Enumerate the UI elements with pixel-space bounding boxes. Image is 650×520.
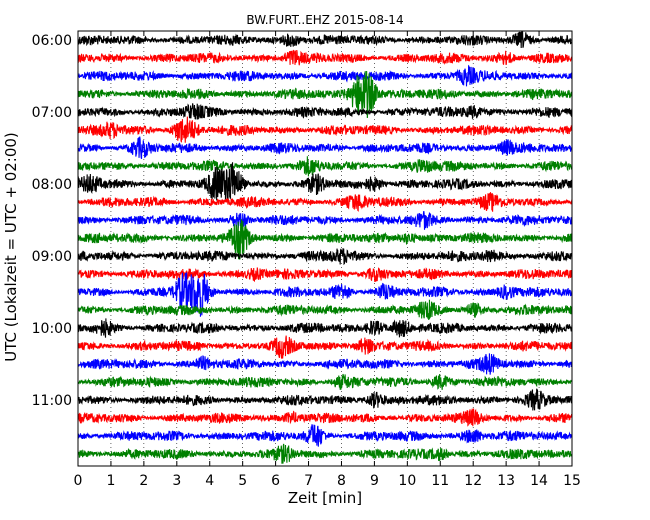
x-tick-label: 1	[106, 473, 115, 489]
y-tick-label: 10:00	[32, 321, 72, 337]
seismic-trace	[77, 103, 573, 120]
x-tick-label: 13	[497, 473, 515, 489]
x-tick-label: 14	[530, 473, 548, 489]
seismic-trace	[77, 31, 573, 48]
seismic-trace	[77, 388, 573, 411]
seismic-trace	[77, 353, 573, 375]
x-tick-label: 15	[563, 473, 581, 489]
x-tick-label: 12	[464, 473, 482, 489]
y-tick-label: 09:00	[32, 249, 72, 265]
seismic-trace	[77, 299, 573, 321]
x-axis-ticks: 0 1 2 3 4 5 6 7 8 9 10 11 12 13 14 15	[74, 31, 581, 489]
x-tick-label: 10	[398, 473, 416, 489]
x-tick-label: 7	[304, 473, 313, 489]
y-axis-label: UTC (Lokalzeit = UTC + 02:00)	[2, 132, 20, 362]
plot-frame	[77, 30, 573, 467]
chart-title: BW.FURT..EHZ 2015-08-14	[246, 13, 403, 27]
seismic-trace	[77, 272, 573, 317]
seismic-trace	[77, 156, 573, 177]
seismic-trace	[77, 64, 573, 87]
seismic-trace	[77, 424, 573, 447]
seismic-trace	[77, 443, 573, 464]
seismic-trace	[77, 192, 573, 212]
seismic-trace	[77, 248, 573, 266]
x-tick-label: 11	[431, 473, 449, 489]
seismic-trace	[77, 335, 573, 359]
seismic-trace	[77, 373, 573, 390]
x-tick-label: 9	[370, 473, 379, 489]
x-tick-label: 5	[238, 473, 247, 489]
seismic-traces	[77, 31, 573, 464]
seismic-trace	[77, 49, 573, 66]
x-tick-label: 8	[337, 473, 346, 489]
y-tick-label: 06:00	[32, 33, 72, 49]
y-tick-label: 11:00	[32, 393, 72, 409]
seismic-trace	[77, 71, 573, 119]
x-tick-label: 4	[205, 473, 214, 489]
seismic-trace	[77, 267, 573, 283]
seismic-trace	[77, 116, 573, 143]
x-tick-label: 0	[74, 473, 83, 489]
x-axis-label: Zeit [min]	[288, 489, 362, 507]
y-tick-label: 07:00	[32, 105, 72, 121]
seismic-trace	[77, 162, 573, 204]
seismic-trace	[77, 408, 573, 427]
seismic-trace	[77, 136, 573, 160]
x-tick-label: 3	[172, 473, 181, 489]
y-axis-ticks: 06:00 07:00 08:00 09:00 10:00 11:00	[32, 33, 572, 409]
seismic-trace	[77, 318, 573, 338]
seismic-trace	[77, 219, 573, 260]
y-tick-label: 08:00	[32, 177, 72, 193]
x-tick-label: 6	[271, 473, 280, 489]
seismic-trace	[77, 211, 573, 230]
x-tick-label: 2	[139, 473, 148, 489]
